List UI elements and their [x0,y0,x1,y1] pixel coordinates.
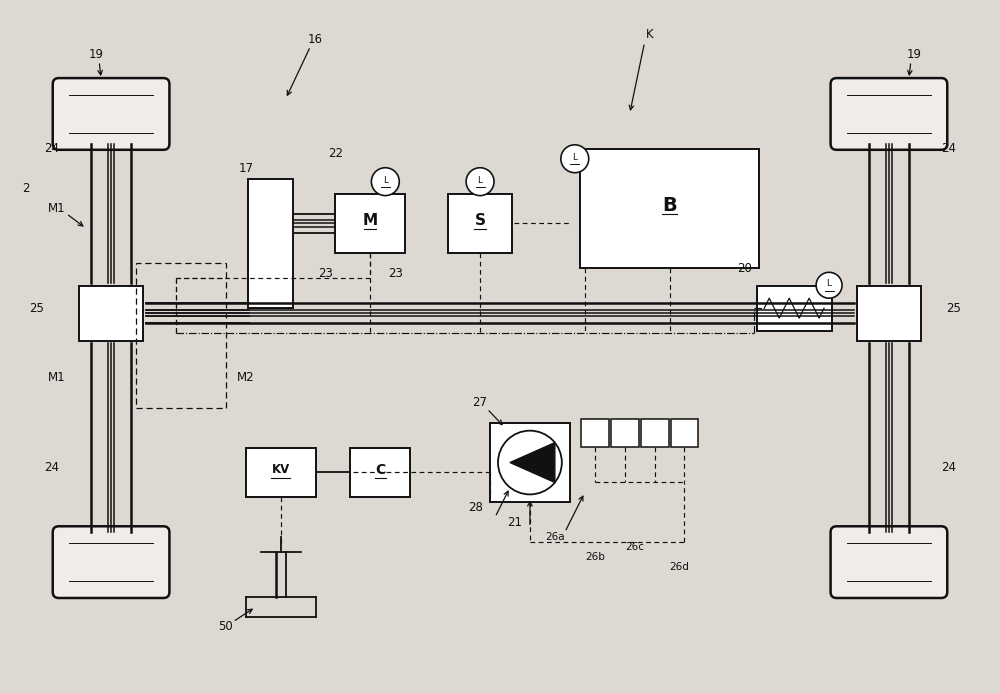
Text: KV: KV [271,463,290,476]
Bar [448,193,512,254]
Text: 19: 19 [89,48,104,61]
Bar [581,419,609,446]
Text: 50: 50 [218,620,233,633]
Text: 24: 24 [941,142,956,155]
Text: 26b: 26b [585,552,605,562]
Text: 21: 21 [507,516,522,529]
Text: 25: 25 [946,301,961,315]
Bar [757,286,832,331]
Text: 26a: 26a [545,532,565,542]
Text: 24: 24 [44,142,59,155]
FancyBboxPatch shape [831,526,947,598]
Text: 26c: 26c [625,542,644,552]
Text: 16: 16 [308,33,323,46]
Bar [335,193,405,254]
Bar [671,419,698,446]
Text: 24: 24 [44,461,59,474]
Bar [136,263,226,407]
FancyBboxPatch shape [53,526,169,598]
Text: M1: M1 [47,371,65,385]
Text: S: S [475,213,486,228]
Text: M: M [363,213,378,228]
Text: 19: 19 [906,48,921,61]
Text: 24: 24 [941,461,956,474]
Text: 27: 27 [473,396,488,410]
Bar [248,179,293,308]
Circle shape [561,145,589,173]
Text: 17: 17 [238,162,253,175]
Text: B: B [662,196,677,215]
Text: M1: M1 [47,202,65,215]
Bar [611,419,639,446]
Bar [641,419,669,446]
Text: 25: 25 [29,301,44,315]
FancyBboxPatch shape [53,78,169,150]
Text: 2: 2 [23,182,30,195]
Bar [580,149,759,268]
Text: 23: 23 [318,267,333,280]
Circle shape [371,168,399,195]
Text: 26d: 26d [670,562,689,572]
Bar [246,448,316,498]
Circle shape [466,168,494,195]
Text: M2: M2 [237,371,255,385]
Text: 23: 23 [388,267,403,280]
Text: L: L [572,152,577,161]
Text: 22: 22 [328,148,343,160]
Text: L: L [478,175,483,184]
Text: L: L [383,175,388,184]
Polygon shape [510,443,555,482]
Bar [79,286,143,340]
Text: 20: 20 [737,262,752,275]
Bar [490,423,570,502]
Text: K: K [646,28,653,41]
FancyBboxPatch shape [831,78,947,150]
Text: L: L [827,279,832,288]
Circle shape [498,430,562,494]
Text: 28: 28 [468,501,483,514]
Bar [857,286,921,340]
Text: C: C [375,462,385,477]
Circle shape [816,272,842,298]
Bar [350,448,410,498]
